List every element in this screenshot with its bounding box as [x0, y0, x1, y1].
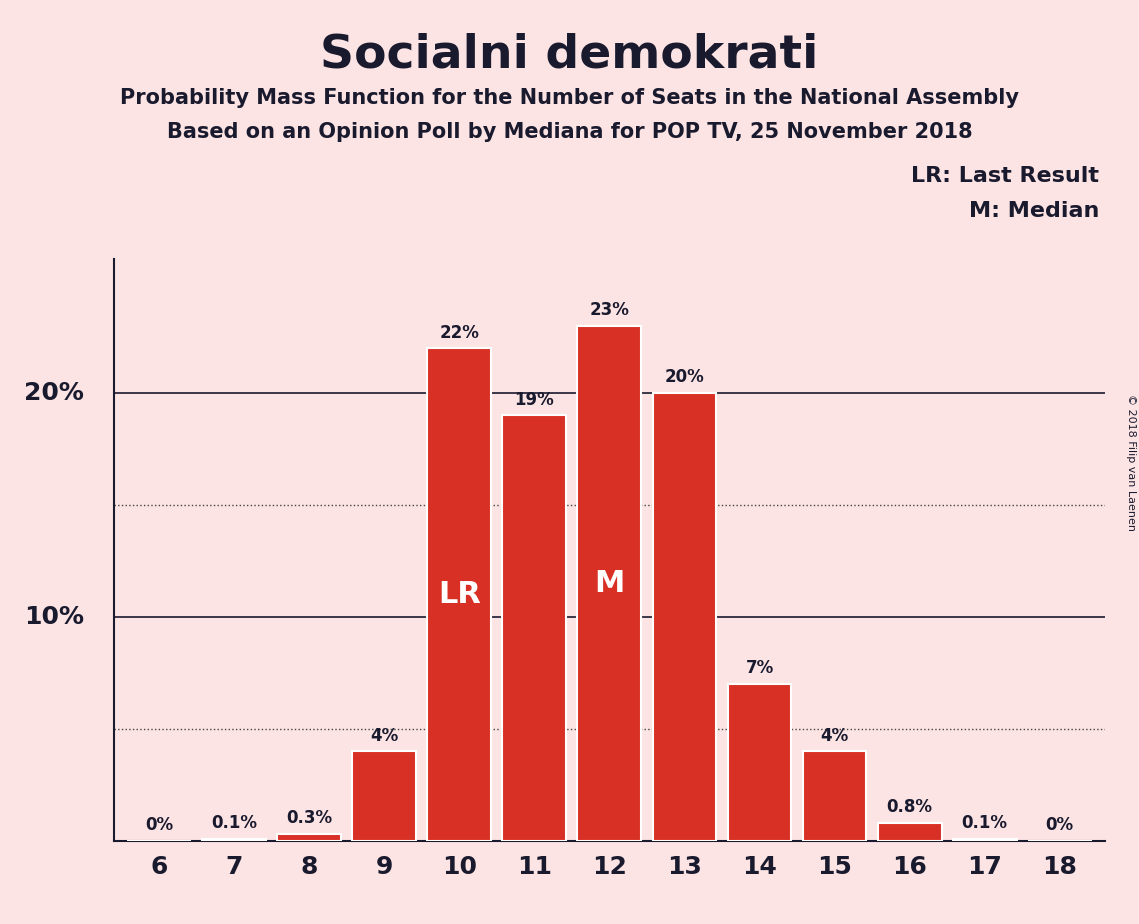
Bar [202, 839, 265, 841]
Text: 22%: 22% [440, 323, 480, 342]
Text: 7%: 7% [745, 660, 773, 677]
Text: M: M [595, 569, 624, 598]
Text: Socialni demokrati: Socialni demokrati [320, 32, 819, 78]
Text: Probability Mass Function for the Number of Seats in the National Assembly: Probability Mass Function for the Number… [120, 88, 1019, 108]
Bar [352, 751, 416, 841]
Text: LR: Last Result: LR: Last Result [911, 166, 1099, 187]
Text: LR: LR [437, 580, 481, 609]
Text: 19%: 19% [515, 391, 555, 408]
Bar [728, 684, 792, 841]
Text: 0%: 0% [1046, 816, 1074, 834]
Bar [878, 823, 942, 841]
Text: 23%: 23% [589, 301, 630, 319]
Bar [427, 348, 491, 841]
Bar [277, 834, 341, 841]
Text: 0.8%: 0.8% [886, 798, 933, 816]
Text: 4%: 4% [820, 726, 849, 745]
Text: 20%: 20% [24, 381, 84, 405]
Bar [953, 839, 1017, 841]
Bar [502, 416, 566, 841]
Text: Based on an Opinion Poll by Mediana for POP TV, 25 November 2018: Based on an Opinion Poll by Mediana for … [166, 122, 973, 142]
Bar [653, 393, 716, 841]
Text: © 2018 Filip van Laenen: © 2018 Filip van Laenen [1126, 394, 1136, 530]
Text: 0.1%: 0.1% [961, 814, 1008, 832]
Bar [577, 326, 641, 841]
Text: 10%: 10% [24, 605, 84, 629]
Text: 20%: 20% [664, 369, 704, 386]
Text: 0%: 0% [145, 816, 173, 834]
Text: 0.3%: 0.3% [286, 809, 333, 827]
Text: 4%: 4% [370, 726, 399, 745]
Bar [803, 751, 867, 841]
Text: 0.1%: 0.1% [211, 814, 257, 832]
Text: M: Median: M: Median [969, 201, 1099, 221]
